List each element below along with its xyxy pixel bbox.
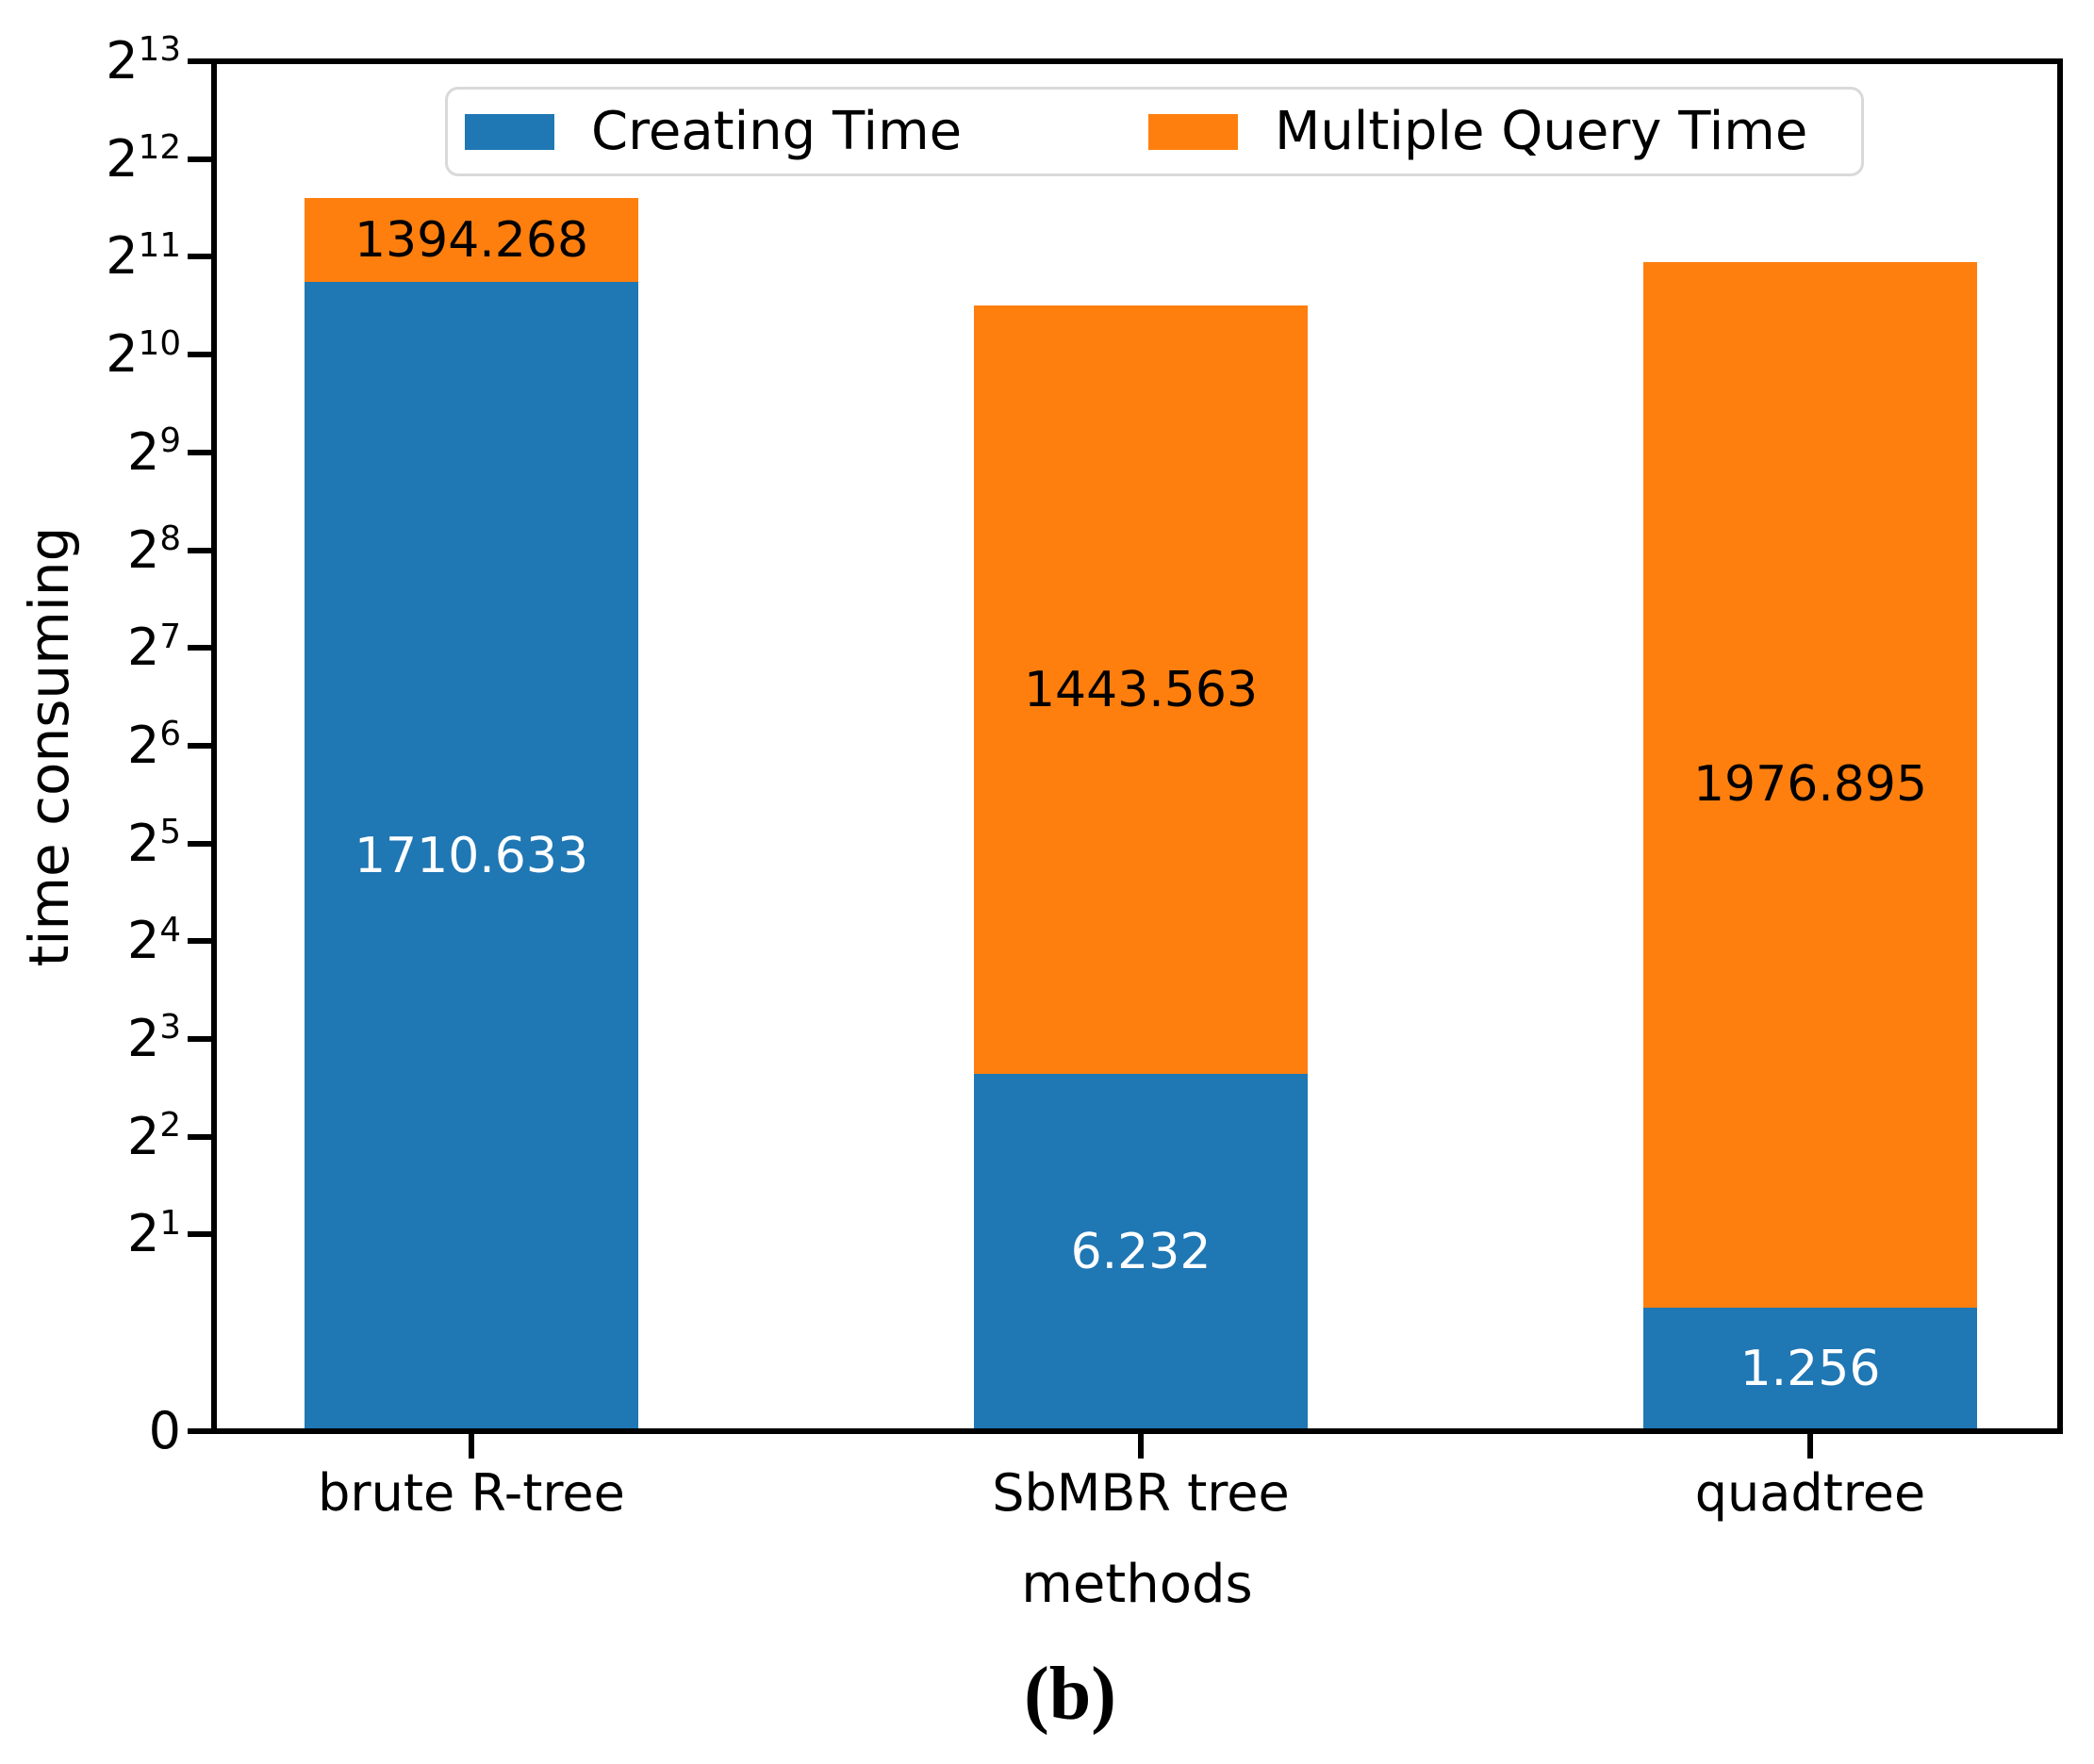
y-tick-base: 2 — [106, 128, 139, 189]
y-tick-mark — [188, 156, 214, 162]
y-tick-exponent: 12 — [138, 128, 181, 168]
figure-caption: (b) — [1024, 1653, 1116, 1736]
y-tick-mark — [188, 352, 214, 358]
bar-value-label: 1394.268 — [354, 211, 589, 269]
y-tick-exponent: 7 — [159, 617, 181, 656]
y-tick-label: 22 — [0, 1102, 181, 1172]
bar-value-label: 1443.563 — [1023, 661, 1259, 718]
x-category-label-sbmbr-tree: SbMBR tree — [992, 1463, 1290, 1523]
y-tick-label: 25 — [0, 809, 181, 879]
y-tick-label: 212 — [0, 124, 181, 194]
y-tick-exponent: 11 — [138, 225, 181, 265]
y-tick-base: 2 — [126, 715, 160, 775]
y-tick-exponent: 13 — [138, 30, 181, 70]
legend: Creating Time Multiple Query Time — [445, 87, 1864, 176]
y-tick-base: 2 — [106, 226, 139, 287]
y-tick-exponent: 10 — [138, 323, 181, 363]
x-axis-title: methods — [1021, 1554, 1253, 1615]
y-tick-label: 211 — [0, 222, 181, 291]
y-tick-base: 2 — [106, 324, 139, 385]
y-tick-label: 21 — [0, 1199, 181, 1269]
y-tick-base: 2 — [106, 31, 139, 91]
y-tick-base: 2 — [126, 1204, 160, 1264]
bar-value-label: 1710.633 — [354, 828, 589, 885]
y-tick-label: 24 — [0, 906, 181, 976]
y-tick-mark — [188, 547, 214, 553]
y-tick-exponent: 4 — [159, 910, 181, 949]
y-tick-base: 2 — [126, 421, 160, 482]
x-tick-mark — [1138, 1434, 1144, 1459]
y-tick-mark — [188, 58, 214, 64]
bar-segment-brute-r-tree-multiple-query-time: 1394.268 — [305, 198, 638, 283]
bar-value-label: 6.232 — [1070, 1224, 1212, 1281]
y-tick-base: 2 — [126, 911, 160, 971]
y-tick-base: 2 — [126, 618, 160, 678]
y-tick-mark — [188, 645, 214, 651]
y-tick-label: 23 — [0, 1004, 181, 1074]
legend-label-multiple-query-time: Multiple Query Time — [1275, 101, 1808, 162]
x-tick-mark — [469, 1434, 474, 1459]
bar-segment-quadtree-multiple-query-time: 1976.895 — [1643, 261, 1977, 1308]
y-tick-exponent: 5 — [159, 813, 181, 852]
y-tick-label: 27 — [0, 613, 181, 683]
y-tick-exponent: 8 — [159, 519, 181, 558]
x-category-label-brute-r-tree: brute R-tree — [318, 1463, 625, 1523]
y-tick-label: 213 — [0, 26, 181, 96]
legend-label-creating-time: Creating Time — [591, 101, 963, 162]
y-tick-mark — [188, 1427, 214, 1434]
y-tick-mark — [188, 742, 214, 749]
bar-value-label: 1976.895 — [1692, 756, 1928, 814]
bar-segment-quadtree-creating-time: 1.256 — [1643, 1307, 1977, 1431]
y-tick-base: 2 — [126, 813, 160, 873]
y-tick-label: 210 — [0, 320, 181, 389]
y-tick-exponent: 6 — [159, 715, 181, 754]
y-tick-base: 2 — [126, 519, 160, 580]
y-tick-mark — [188, 840, 214, 847]
legend-swatch-multiple-query-time — [1148, 114, 1238, 150]
bar-segment-brute-r-tree-creating-time: 1710.633 — [305, 282, 638, 1431]
y-tick-mark — [188, 938, 214, 945]
y-tick-base: 2 — [126, 1106, 160, 1166]
y-tick-exponent: 9 — [159, 421, 181, 461]
y-tick-mark — [188, 449, 214, 455]
x-tick-mark — [1807, 1434, 1813, 1459]
y-tick-base: 2 — [126, 1009, 160, 1068]
y-tick-mark — [188, 1133, 214, 1140]
y-tick-label: 0 — [148, 1400, 181, 1460]
y-tick-exponent: 3 — [159, 1008, 181, 1047]
x-category-label-quadtree: quadtree — [1694, 1463, 1926, 1523]
legend-swatch-creating-time — [465, 114, 554, 150]
y-tick-mark — [188, 1036, 214, 1042]
y-tick-mark — [188, 1231, 214, 1238]
bar-value-label: 1.256 — [1740, 1341, 1881, 1398]
bar-segment-sbmbr-tree-multiple-query-time: 1443.563 — [974, 305, 1308, 1075]
y-tick-mark — [188, 254, 214, 260]
y-tick-label: 29 — [0, 418, 181, 487]
y-tick-exponent: 2 — [159, 1106, 181, 1146]
y-tick-label: 28 — [0, 516, 181, 585]
y-tick-exponent: 1 — [159, 1203, 181, 1243]
y-tick-label: 26 — [0, 711, 181, 781]
bar-segment-sbmbr-tree-creating-time: 6.232 — [974, 1074, 1308, 1431]
